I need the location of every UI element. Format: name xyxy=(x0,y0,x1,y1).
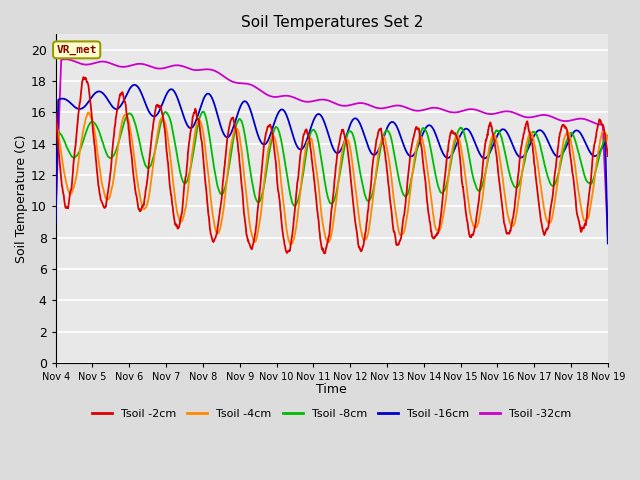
Text: VR_met: VR_met xyxy=(56,45,97,55)
Title: Soil Temperatures Set 2: Soil Temperatures Set 2 xyxy=(241,15,423,30)
Legend: Tsoil -2cm, Tsoil -4cm, Tsoil -8cm, Tsoil -16cm, Tsoil -32cm: Tsoil -2cm, Tsoil -4cm, Tsoil -8cm, Tsoi… xyxy=(88,405,576,423)
X-axis label: Time: Time xyxy=(316,384,347,396)
Y-axis label: Soil Temperature (C): Soil Temperature (C) xyxy=(15,134,28,263)
